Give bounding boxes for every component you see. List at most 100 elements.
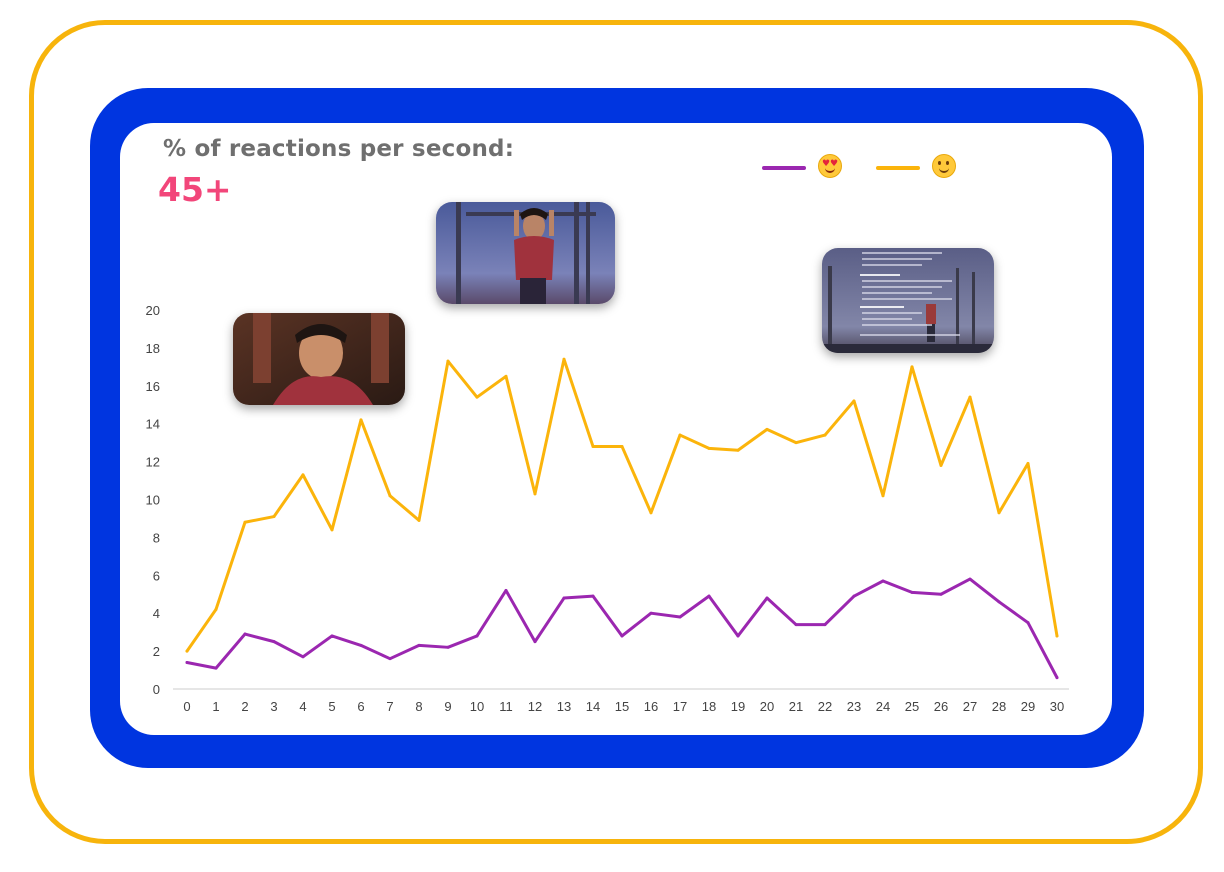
video-frame-3-image (822, 248, 994, 353)
data-point (881, 579, 885, 583)
x-tick-label: 5 (328, 699, 335, 714)
data-point (301, 473, 305, 477)
data-point (707, 446, 711, 450)
x-tick-label: 8 (415, 699, 422, 714)
data-point (417, 518, 421, 522)
data-point (330, 528, 334, 532)
y-tick-label: 2 (153, 644, 160, 659)
data-point (1026, 461, 1030, 465)
data-point (446, 645, 450, 649)
x-tick-label: 2 (241, 699, 248, 714)
chart-heading: % of reactions per second: (163, 136, 515, 162)
data-point (707, 594, 711, 598)
data-point (968, 395, 972, 399)
video-frame-1-image (233, 313, 405, 405)
data-point (533, 492, 537, 496)
data-point (185, 649, 189, 653)
data-point (968, 577, 972, 581)
x-tick-label: 10 (470, 699, 484, 714)
data-point (997, 511, 1001, 515)
x-tick-label: 29 (1021, 699, 1035, 714)
data-point (794, 623, 798, 627)
data-point (475, 634, 479, 638)
data-point (620, 634, 624, 638)
y-tick-label: 4 (153, 606, 160, 621)
data-point (881, 494, 885, 498)
y-tick-label: 12 (146, 455, 160, 470)
x-tick-label: 30 (1050, 699, 1064, 714)
data-point (910, 590, 914, 594)
video-frame-thumbnail-3 (822, 248, 994, 353)
data-point (678, 433, 682, 437)
data-point (388, 494, 392, 498)
x-tick-label: 15 (615, 699, 629, 714)
x-tick-label: 4 (299, 699, 306, 714)
data-point (591, 444, 595, 448)
slightly-smiling-face-emoji-icon (932, 154, 956, 178)
video-frame-thumbnail-2 (436, 202, 615, 304)
x-tick-label: 6 (357, 699, 364, 714)
heart-eyes-emoji-icon: ♥ ♥ (818, 154, 842, 178)
data-point (852, 594, 856, 598)
data-point (330, 634, 334, 638)
data-point (997, 600, 1001, 604)
y-tick-label: 10 (146, 493, 160, 508)
chart-card (120, 123, 1112, 735)
data-point (765, 427, 769, 431)
x-tick-label: 25 (905, 699, 919, 714)
data-point (939, 463, 943, 467)
x-tick-label: 17 (673, 699, 687, 714)
data-point (562, 357, 566, 361)
data-point (736, 634, 740, 638)
data-point (591, 594, 595, 598)
video-frame-thumbnail-1 (233, 313, 405, 405)
x-tick-label: 23 (847, 699, 861, 714)
data-point (678, 615, 682, 619)
reaction-count: 45+ (158, 170, 232, 209)
data-point (475, 395, 479, 399)
data-point (620, 444, 624, 448)
data-point (794, 441, 798, 445)
x-tick-label: 19 (731, 699, 745, 714)
x-tick-label: 28 (992, 699, 1006, 714)
x-tick-label: 16 (644, 699, 658, 714)
x-tick-label: 7 (386, 699, 393, 714)
legend-line-yellow (876, 166, 920, 170)
data-point (504, 374, 508, 378)
data-point (649, 511, 653, 515)
data-point (533, 640, 537, 644)
data-point (852, 399, 856, 403)
series-line-0 (185, 577, 1059, 680)
x-tick-label: 1 (212, 699, 219, 714)
data-point (562, 596, 566, 600)
x-tick-label: 11 (499, 699, 513, 714)
data-point (504, 588, 508, 592)
data-point (736, 448, 740, 452)
x-tick-label: 22 (818, 699, 832, 714)
x-tick-label: 14 (586, 699, 600, 714)
data-point (765, 596, 769, 600)
data-point (272, 515, 276, 519)
data-point (649, 611, 653, 615)
y-tick-label: 6 (153, 568, 160, 583)
data-point (1055, 634, 1059, 638)
data-point (359, 418, 363, 422)
data-point (301, 655, 305, 659)
x-tick-label: 21 (789, 699, 803, 714)
y-tick-label: 0 (153, 682, 160, 697)
data-point (1026, 621, 1030, 625)
data-point (823, 623, 827, 627)
y-tick-label: 20 (146, 303, 160, 318)
data-point (417, 643, 421, 647)
x-tick-label: 12 (528, 699, 542, 714)
x-tick-label: 26 (934, 699, 948, 714)
x-tick-label: 20 (760, 699, 774, 714)
data-point (243, 632, 247, 636)
data-point (359, 643, 363, 647)
y-tick-label: 18 (146, 341, 160, 356)
legend-line-purple (762, 166, 806, 170)
x-tick-label: 9 (444, 699, 451, 714)
x-tick-label: 0 (183, 699, 190, 714)
data-point (272, 640, 276, 644)
